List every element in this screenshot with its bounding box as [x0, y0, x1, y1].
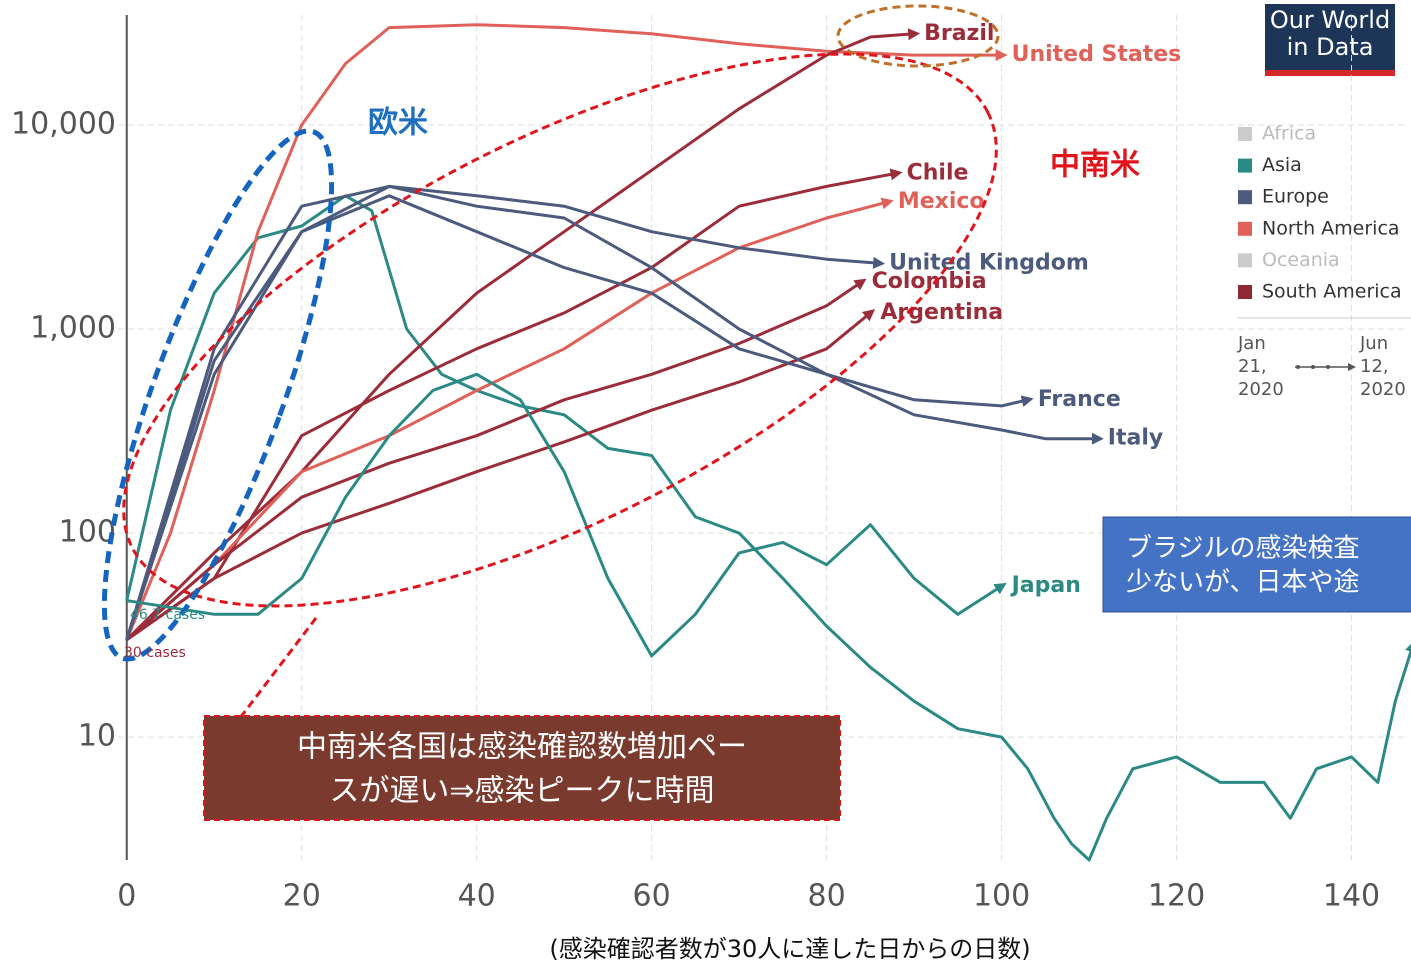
- series-line: [125, 194, 1034, 641]
- annotation-text: 中南米各国は感染確認数増加ペー: [297, 730, 747, 765]
- annotation: 欧米: [368, 106, 428, 141]
- start-label: 46.7 cases: [130, 607, 205, 623]
- series-line: [125, 184, 1104, 641]
- legend-swatch: [1238, 158, 1252, 173]
- time-label: Jan: [1237, 333, 1266, 354]
- x-axis-label: (感染確認者数が30人に達した日からの日数): [549, 935, 1030, 963]
- time-label: 2020: [1238, 379, 1284, 400]
- logo-bg: [1265, 4, 1395, 74]
- series-label: United States: [1012, 42, 1182, 67]
- legend-label: Europe: [1262, 186, 1329, 208]
- x-tick-label: 140: [1323, 879, 1380, 914]
- x-tick-label: 80: [808, 879, 846, 914]
- x-tick-label: 0: [117, 879, 136, 914]
- series-label: France: [1038, 387, 1121, 412]
- series-line: [125, 184, 886, 641]
- legend-label: Asia: [1262, 154, 1302, 176]
- time-label: 21,: [1238, 356, 1267, 377]
- annotation-text: ブラジルの感染検査: [1126, 534, 1359, 564]
- x-tick-label: 40: [458, 879, 496, 914]
- annotation-text: 少ないが、日本や途: [1126, 568, 1359, 598]
- logo-text: in Data: [1287, 33, 1374, 61]
- x-tick-label: 60: [633, 879, 671, 914]
- annotation-text: スが遅い⇒感染ピークに時間: [329, 774, 714, 809]
- series-label: Japan: [1010, 573, 1081, 598]
- y-tick-label: 10,000: [11, 106, 116, 141]
- legend-swatch: [1238, 190, 1252, 205]
- ellipses: [101, 4, 1000, 662]
- time-label: 12,: [1360, 356, 1389, 377]
- x-tick-label: 120: [1148, 879, 1205, 914]
- logo-bar: [1265, 70, 1395, 76]
- y-tick-label: 10: [78, 719, 116, 754]
- time-label: Jun: [1359, 333, 1388, 354]
- callout-line: [238, 617, 318, 719]
- series-label: Chile: [907, 160, 969, 185]
- series-line: [126, 372, 1007, 658]
- series-label: Italy: [1108, 426, 1163, 451]
- legend-label: South America: [1262, 281, 1402, 303]
- series-label: Brazil: [924, 21, 994, 46]
- x-tick-label: 100: [973, 879, 1030, 914]
- latam-ellipse: [122, 52, 998, 608]
- series-line: [125, 309, 876, 642]
- series-label: Mexico: [898, 189, 985, 214]
- legend-label: North America: [1262, 217, 1400, 239]
- time-slider: [1295, 363, 1356, 371]
- legend-swatch: [1238, 285, 1252, 299]
- legend-label: Africa: [1262, 123, 1316, 145]
- legend-label: Oceania: [1262, 249, 1340, 271]
- time-label: 2020: [1360, 379, 1406, 400]
- series-line: [125, 168, 903, 642]
- europe-ellipse: [101, 128, 335, 662]
- legend-swatch: [1238, 221, 1252, 236]
- annotation-box: [203, 715, 841, 821]
- series-line: [125, 197, 894, 641]
- y-tick-label: 1,000: [30, 311, 116, 346]
- series-label: United Kingdom: [889, 250, 1089, 275]
- plot: 10 100 1,000 10,000 0 20 40 60 80 100 120 140 United…: [11, 15, 1411, 914]
- y-tick-label: 100: [59, 515, 116, 550]
- series-line: [125, 28, 921, 641]
- series-line: [125, 23, 1008, 641]
- start-label: 30 cases: [124, 645, 186, 661]
- logo-text: Our World: [1270, 6, 1390, 34]
- legend-swatch: [1238, 127, 1252, 141]
- annotation: 中南米: [1050, 148, 1140, 183]
- brazil-ellipse: [836, 4, 1000, 68]
- x-tick-label: 20: [283, 879, 321, 914]
- series-line: [125, 194, 1411, 862]
- legend-swatch: [1238, 253, 1252, 268]
- annotation-box: [1102, 516, 1411, 613]
- series-line: [125, 278, 867, 641]
